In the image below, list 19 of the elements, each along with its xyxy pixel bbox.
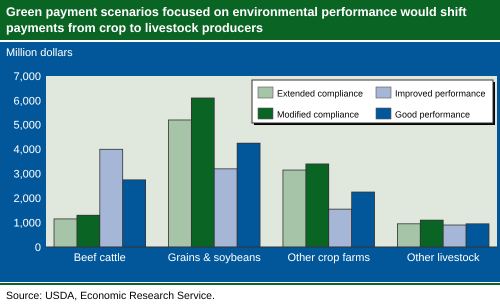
x-tick-label: Other livestock <box>406 252 480 264</box>
y-tick-label: 0 <box>34 242 41 254</box>
chart-title: Green payment scenarios focused on environmental performance would shift payments from crop to livestock producers <box>6 5 468 35</box>
y-axis-title: Million dollars <box>6 47 74 59</box>
y-tick-label: 5,000 <box>13 120 41 132</box>
y-tick-label: 1,000 <box>13 217 41 230</box>
y-tick-label: 3,000 <box>13 168 41 181</box>
x-tick-label: Grains & soybeans <box>168 252 262 264</box>
x-tick-label: Beef cattle <box>74 252 126 264</box>
y-tick-label: 4,000 <box>13 144 41 156</box>
source-note: Source: USDA, Economic Research Service. <box>6 290 215 302</box>
y-tick-label: 6,000 <box>13 95 41 108</box>
legend-label: Improved performance <box>395 88 486 98</box>
x-tick-label: Other crop farms <box>287 252 370 264</box>
y-tick-label: 2,000 <box>13 192 41 205</box>
y-tick-label: 7,000 <box>13 70 41 83</box>
legend-label: Modified compliance <box>277 110 360 120</box>
legend-label: Good performance <box>395 110 470 120</box>
legend-label: Extended compliance <box>277 88 364 98</box>
